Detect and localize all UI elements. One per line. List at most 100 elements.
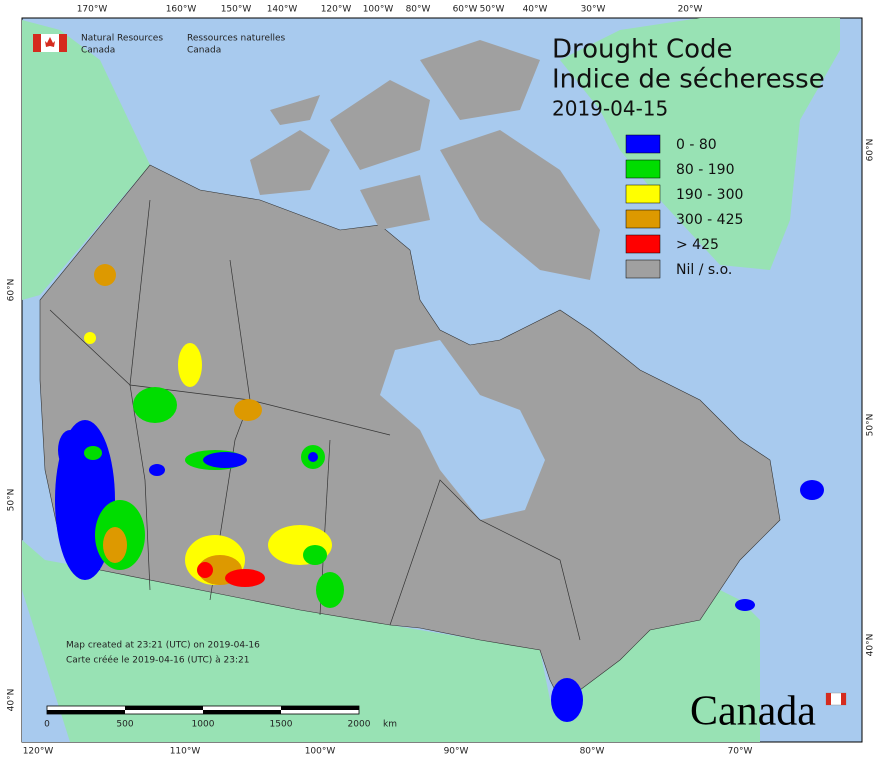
longitude-label: 20°W [678,5,703,15]
border [49,309,391,436]
legend-swatch [625,259,661,279]
drought-area [197,562,213,578]
legend-label: 190 - 300 [676,187,743,203]
longitude-label: 30°W [581,5,606,15]
drought-area [308,452,318,462]
legend-label: 300 - 425 [676,212,743,228]
longitude-label: 100°W [305,747,336,757]
greenland [560,18,840,270]
island [440,130,600,280]
title: Drought Code [552,35,733,65]
longitude-label: 120°W [23,747,54,757]
scale-segment [125,706,203,710]
pacific [22,590,70,742]
date: 2019-04-15 [552,97,668,121]
legend-swatch [625,184,661,204]
drought-area [800,480,824,500]
agency: Canada [81,46,115,56]
drought-area [303,545,327,565]
wordmark-flag-band [841,693,846,705]
drought-area [133,387,177,423]
legend-swatch [625,159,661,179]
arctic-islands [250,40,600,280]
scale-label: 1500 [270,720,293,730]
scale-bar: 0 500 1000 1500 2000 km [44,705,397,730]
legend-swatch [625,209,661,229]
legend-label: 80 - 190 [676,162,735,178]
scale-label: 0 [44,720,50,730]
legend: 0 - 80 80 - 190 190 - 300 300 - 425 > 425 Nil… [625,134,743,279]
drought-area [735,599,755,611]
longitude-label: 80°W [580,747,605,757]
title: Indice de sécheresse [552,65,825,95]
credit: Carte créée le 2019-04-16 (UTC) à 23:21 [66,655,249,666]
graticule-labels: 170°W 160°W 150°W 140°W 120°W 100°W 80°W 60°W 50… [7,5,876,757]
alaska [22,20,150,300]
legend-swatch [625,234,661,254]
longitude-label: 150°W [221,5,252,15]
latitude-label: 60°N [866,139,876,162]
legend-label: 0 - 80 [676,137,717,153]
island [250,130,330,195]
logo: Natural Resources Canada Ressources natu… [33,34,286,56]
longitude-label: 110°W [170,747,201,757]
border [129,199,151,386]
longitude-label: 70°W [728,747,753,757]
drought-area [94,264,116,286]
longitude-label: 80°W [406,5,431,15]
agency: Canada [187,46,221,56]
longitude-label: 120°W [321,5,352,15]
scale-label: 1000 [192,720,215,730]
legend-label: Nil / s.o. [676,262,732,278]
longitude-label: 160°W [166,5,197,15]
island [270,95,320,125]
latitude-label: 40°N [7,689,17,712]
latitude-label: 40°N [866,634,876,657]
flag-band [59,34,67,52]
drought-area [234,399,262,421]
drought-area [103,527,127,563]
drought-area [203,452,247,468]
credit: Map created at 23:21 (UTC) on 2019-04-16 [66,641,260,651]
flag-band [33,34,41,52]
island [330,80,430,170]
scale-segment [203,710,281,714]
longitude-label: 100°W [363,5,394,15]
drought-area [178,343,202,387]
scale-segment [47,710,125,714]
hudson-bay [380,340,545,520]
island [420,40,540,120]
border [129,384,151,591]
scale-unit: km [383,720,397,730]
longitude-label: 170°W [77,5,108,15]
wordmark: Canada [690,689,816,735]
drought-area [84,332,96,344]
longitude-label: 50°W [480,5,505,15]
longitude-label: 90°W [444,747,469,757]
drought-area [316,572,344,608]
longitude-label: 60°W [453,5,478,15]
wordmark-flag-band [826,693,831,705]
longitude-label: 40°W [523,5,548,15]
agency: Natural Resources [81,34,163,44]
drought-area [58,430,82,470]
longitude-label: 140°W [267,5,298,15]
scale-label: 500 [116,720,133,730]
maple-leaf [45,37,55,47]
latitude-label: 60°N [7,279,17,302]
legend-label: > 425 [676,237,719,253]
drought-area [225,569,265,587]
drought-area [551,678,583,722]
island [360,175,430,230]
latitude-label: 50°N [7,489,17,512]
legend-swatch [625,134,661,154]
scale-segment [281,706,359,710]
drought-areas [55,264,824,722]
latitude-label: 50°N [866,414,876,437]
drought-area [149,464,165,476]
agency: Ressources naturelles [187,34,286,44]
border [389,479,581,641]
scale-label: 2000 [348,720,371,730]
drought-area [84,446,102,460]
